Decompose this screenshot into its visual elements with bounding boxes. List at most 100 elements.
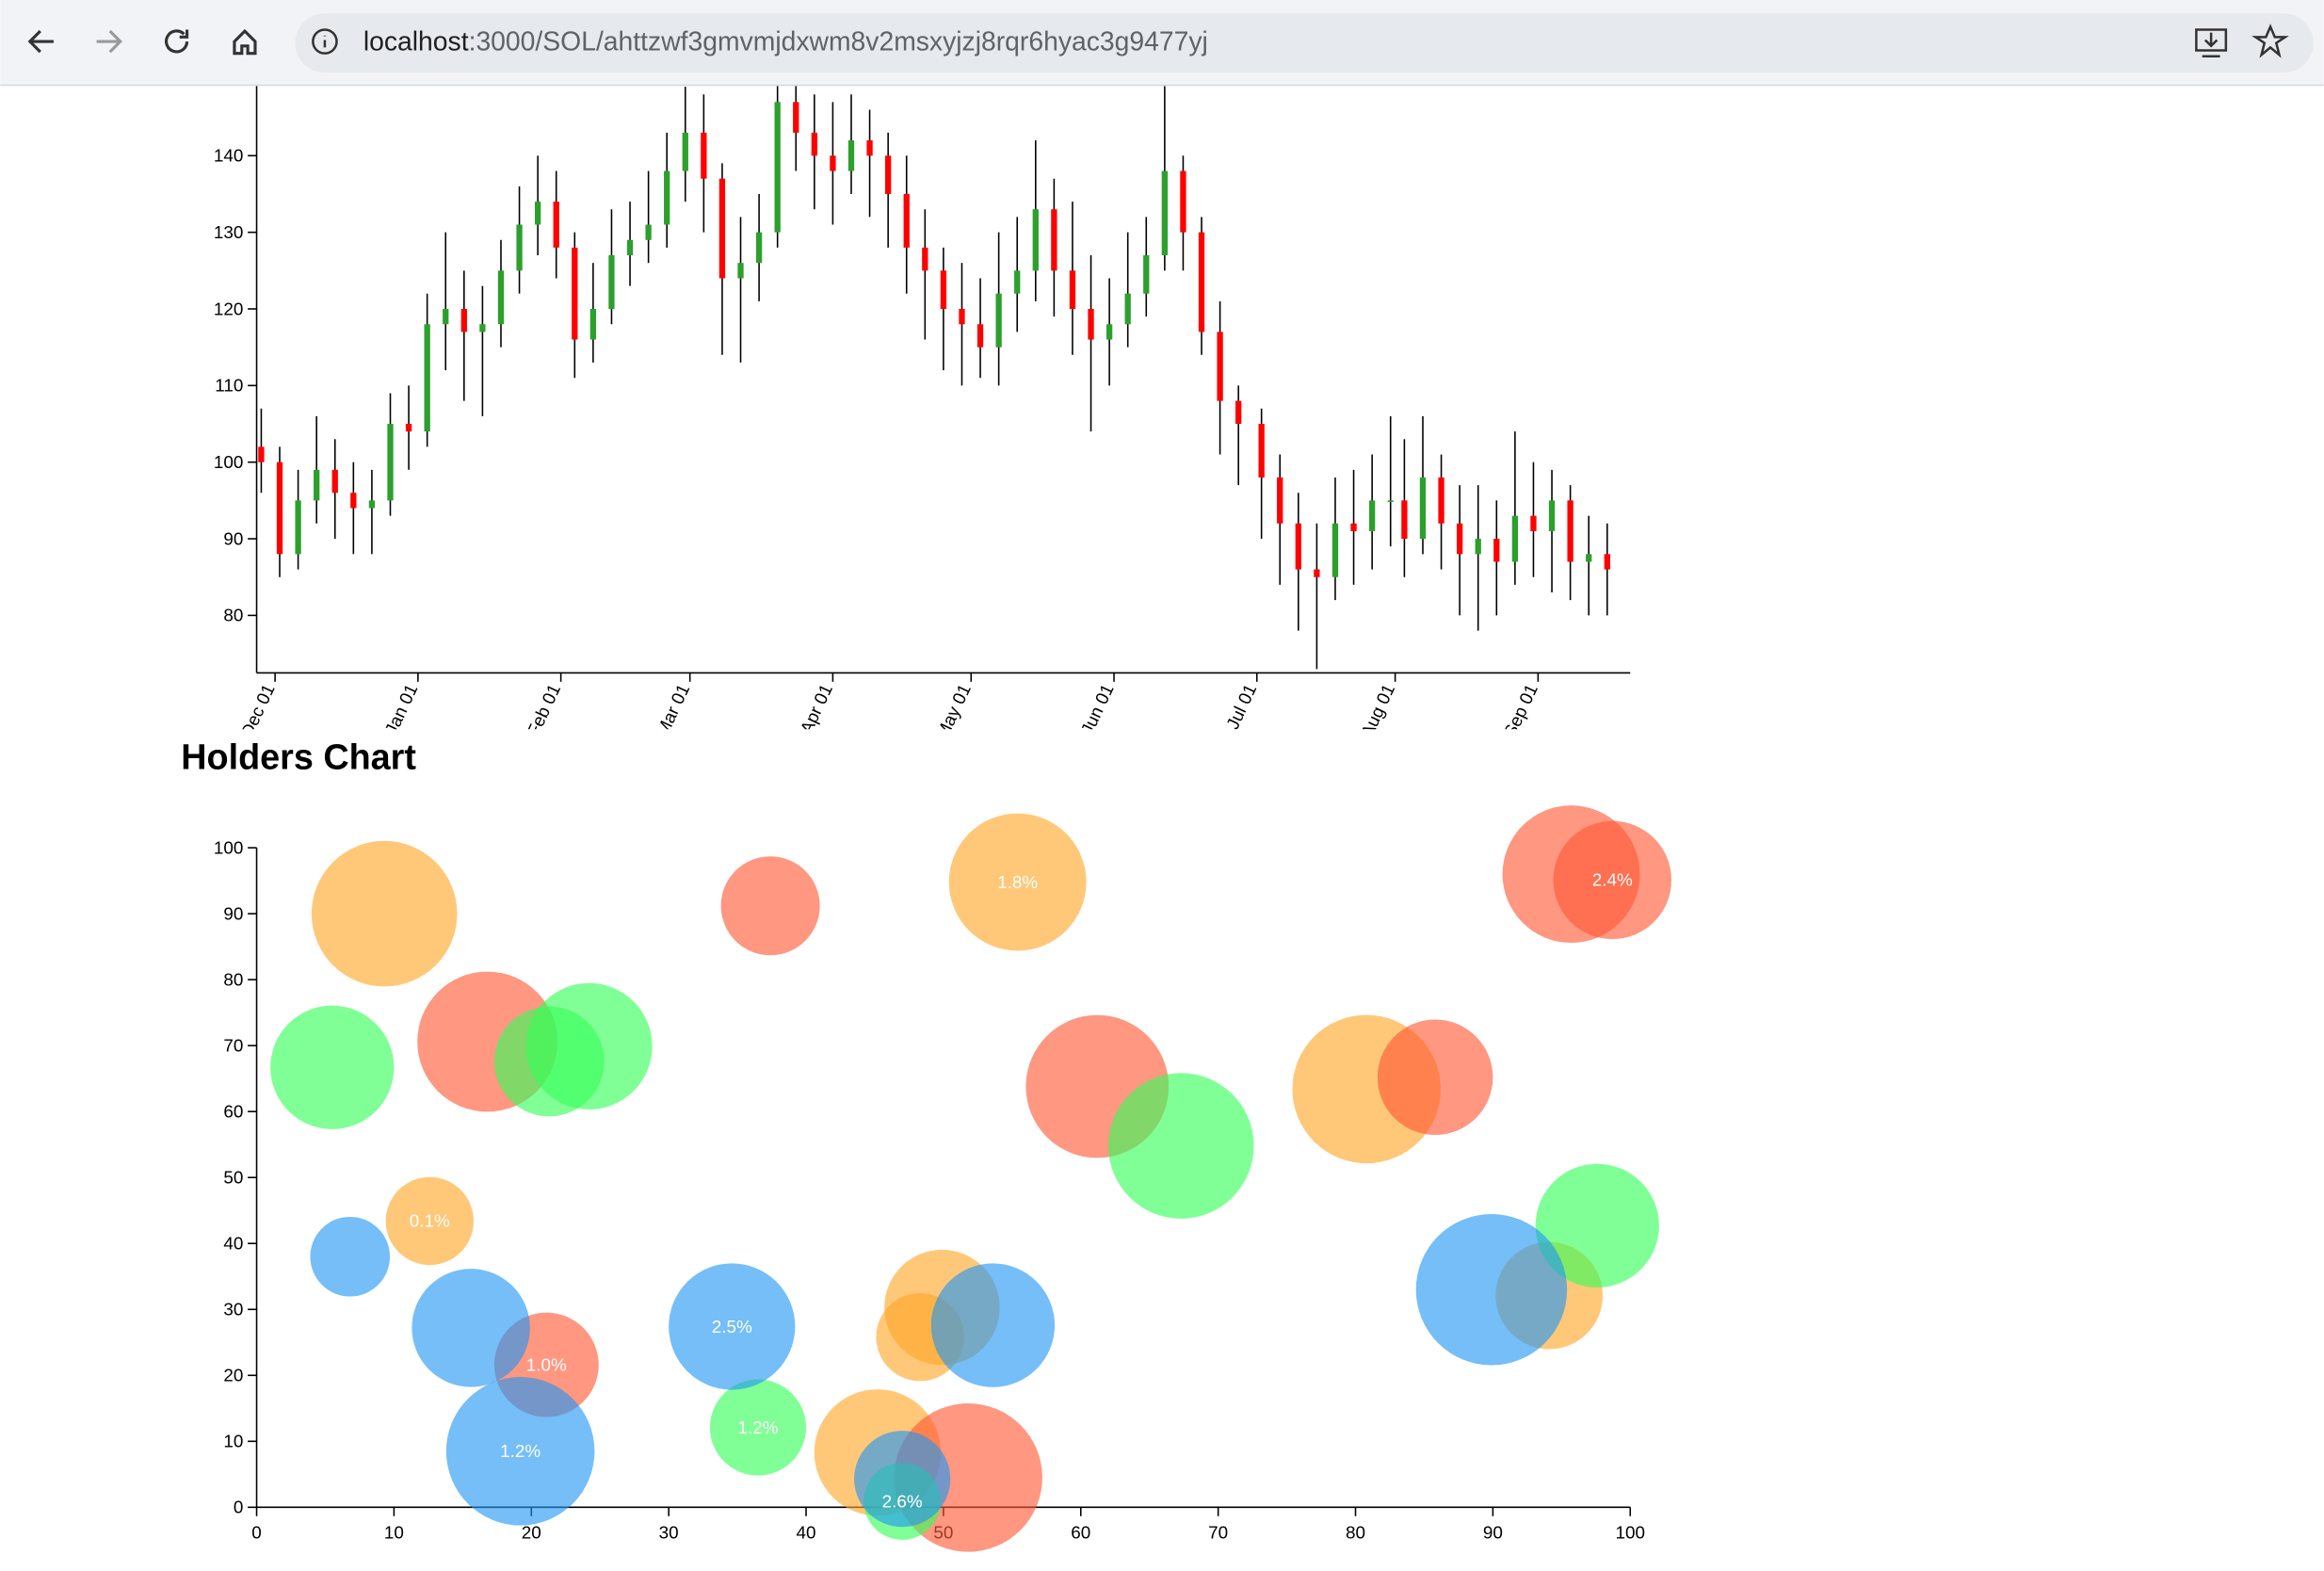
y-tick-label: 100 <box>214 453 244 473</box>
y-tick-label: 100 <box>214 838 244 858</box>
bubble <box>930 1263 1056 1387</box>
home-button[interactable] <box>233 28 257 56</box>
x-tick-label: 20 <box>522 1523 541 1543</box>
candle-body <box>1161 170 1169 256</box>
bubble <box>854 1431 951 1528</box>
bubble <box>1535 1163 1659 1288</box>
x-tick-label: May 01 <box>933 681 976 742</box>
candle-body <box>497 270 505 325</box>
candle-body <box>1586 554 1592 562</box>
candle-body <box>608 255 615 309</box>
y-tick-label: 120 <box>214 300 244 319</box>
bubble <box>412 1269 530 1387</box>
site-info-icon[interactable] <box>312 28 338 55</box>
candle-body <box>903 193 910 248</box>
candle-body <box>1088 308 1094 340</box>
x-tick-label: Jul 01 <box>1223 681 1261 733</box>
x-tick-label: Dec 01 <box>237 681 279 740</box>
candle-body <box>1032 209 1039 271</box>
bubble-label: 1.2% <box>737 1418 778 1438</box>
candlestick-chart: 80 90 100 110 120 130 140 150 Dec 01 Jan 01 Feb 01… <box>214 70 1631 742</box>
y-tick-label: 10 <box>223 1433 243 1452</box>
x-tick-label: Apr 01 <box>797 681 837 737</box>
candle-body <box>1350 523 1357 531</box>
candle-body <box>1106 324 1113 340</box>
x-tick-label: 90 <box>1483 1523 1503 1543</box>
url: localhost:3000/SOL/ahttzwf3gmvmjdxwm8v2m… <box>363 27 1208 57</box>
candle-body <box>1548 500 1556 531</box>
candle-body <box>922 247 928 271</box>
candle-body <box>405 424 412 432</box>
candle-body <box>866 140 873 156</box>
url-path: :3000/SOL/ahttzwf3gmvmjdxwm8v2msxyjzj8rq… <box>469 27 1208 57</box>
candle-body <box>387 424 394 501</box>
candle-body <box>516 224 523 271</box>
reload-button[interactable] <box>165 29 189 54</box>
y-tick-label: 80 <box>223 970 243 990</box>
bubble <box>445 1377 595 1526</box>
candle-body <box>424 324 430 432</box>
forward-button[interactable] <box>96 29 122 54</box>
bubble <box>270 1005 395 1129</box>
candle-body <box>793 102 799 133</box>
bookmark-icon[interactable] <box>2251 24 2289 58</box>
candle-body <box>1235 400 1242 425</box>
x-tick-label: Feb 01 <box>524 681 565 739</box>
y-tick-label: 60 <box>223 1102 243 1122</box>
candle-body <box>1198 232 1205 332</box>
candle-body <box>1143 255 1150 294</box>
bubble <box>493 1006 605 1117</box>
candle-body <box>645 224 652 240</box>
chart-title: Holders Chart <box>181 738 416 778</box>
candle-body <box>589 308 597 340</box>
x-tick-label: 40 <box>797 1523 816 1543</box>
candle-body <box>1014 270 1021 294</box>
y-tick-label: 110 <box>215 377 243 397</box>
x-tick-label: 30 <box>659 1523 679 1543</box>
candle-body <box>976 324 984 348</box>
x-tick-label: Aug 01 <box>1358 681 1399 740</box>
y-tick-label: 40 <box>223 1235 243 1255</box>
candle-body <box>682 132 688 171</box>
y-tick-label: 30 <box>223 1301 243 1320</box>
candle-body <box>774 102 781 233</box>
candle-body <box>331 469 338 494</box>
candle-body <box>1258 424 1265 478</box>
address-bar[interactable] <box>295 13 2314 73</box>
candle-body <box>1277 477 1283 524</box>
install-icon[interactable] <box>2195 28 2228 58</box>
candle-body <box>885 155 892 194</box>
candle-body <box>1456 523 1463 555</box>
y-tick-label: 90 <box>223 904 243 924</box>
candle-body <box>1368 500 1376 531</box>
bubble <box>1107 1073 1254 1219</box>
x-tick-label: Mar 01 <box>653 681 694 739</box>
candle-body <box>1401 500 1408 540</box>
candle-body <box>847 140 855 171</box>
candle-body <box>940 270 947 309</box>
candle-body <box>1438 477 1444 524</box>
x-tick-label: 70 <box>1208 1523 1228 1543</box>
x-tick-label: 10 <box>384 1523 404 1543</box>
bubble-label: 2.5% <box>712 1318 752 1337</box>
candle-body <box>1295 523 1301 570</box>
bubble <box>385 1176 475 1266</box>
bubble <box>709 1379 807 1476</box>
x-tick-label: 100 <box>1616 1523 1645 1543</box>
candle-body <box>1567 500 1574 562</box>
x-tick-label: 60 <box>1071 1523 1090 1543</box>
y-tick-label: 0 <box>234 1498 244 1518</box>
back-button[interactable] <box>27 29 54 54</box>
x-tick-label: 0 <box>251 1523 262 1543</box>
candle-body <box>295 500 301 555</box>
candle-body <box>1314 569 1320 577</box>
candle-body <box>755 232 763 264</box>
candle-body <box>276 462 283 555</box>
candle-body <box>830 155 836 171</box>
candle-body <box>258 446 265 462</box>
y-tick-label: 70 <box>223 1036 243 1056</box>
y-tick-label: 140 <box>214 147 244 167</box>
candle-body <box>1331 523 1339 577</box>
candle-body <box>314 469 320 501</box>
y-tick-label: 150 <box>214 70 244 89</box>
